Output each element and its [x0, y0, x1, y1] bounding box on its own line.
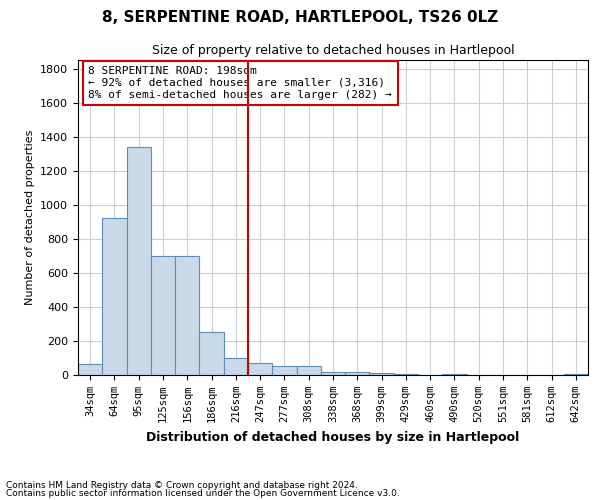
- Y-axis label: Number of detached properties: Number of detached properties: [25, 130, 35, 305]
- Title: Size of property relative to detached houses in Hartlepool: Size of property relative to detached ho…: [152, 44, 514, 58]
- Bar: [224, 358, 248, 375]
- Bar: [248, 363, 272, 375]
- Text: Contains HM Land Registry data © Crown copyright and database right 2024.: Contains HM Land Registry data © Crown c…: [6, 481, 358, 490]
- Bar: [127, 147, 151, 375]
- Bar: [175, 256, 199, 375]
- Bar: [442, 374, 467, 375]
- Text: 8, SERPENTINE ROAD, HARTLEPOOL, TS26 0LZ: 8, SERPENTINE ROAD, HARTLEPOOL, TS26 0LZ: [102, 10, 498, 25]
- Bar: [102, 218, 127, 375]
- Bar: [78, 364, 102, 375]
- Bar: [370, 374, 394, 375]
- Bar: [345, 372, 370, 375]
- Bar: [272, 366, 296, 375]
- Text: 8 SERPENTINE ROAD: 198sqm
← 92% of detached houses are smaller (3,316)
8% of sem: 8 SERPENTINE ROAD: 198sqm ← 92% of detac…: [88, 66, 392, 100]
- Bar: [151, 256, 175, 375]
- X-axis label: Distribution of detached houses by size in Hartlepool: Distribution of detached houses by size …: [146, 430, 520, 444]
- Bar: [394, 374, 418, 375]
- Bar: [564, 374, 588, 375]
- Bar: [296, 366, 321, 375]
- Bar: [199, 332, 224, 375]
- Bar: [321, 372, 345, 375]
- Text: Contains public sector information licensed under the Open Government Licence v3: Contains public sector information licen…: [6, 488, 400, 498]
